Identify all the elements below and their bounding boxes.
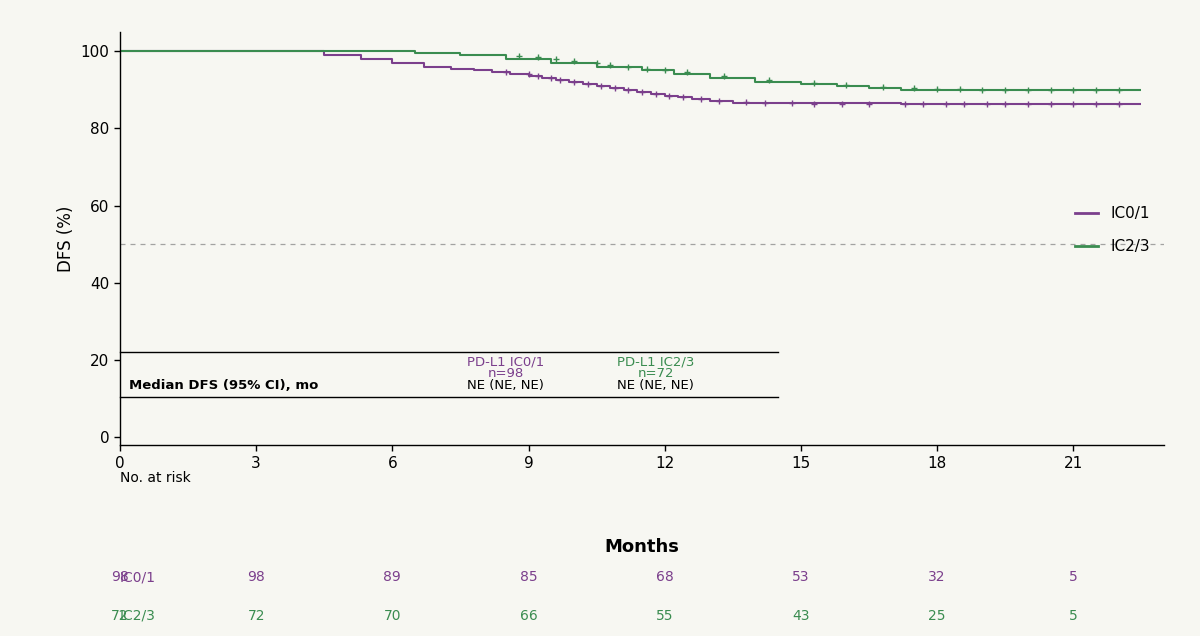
Text: 53: 53 xyxy=(792,570,810,584)
Text: 32: 32 xyxy=(929,570,946,584)
Text: 89: 89 xyxy=(384,570,401,584)
Text: 98: 98 xyxy=(247,570,265,584)
Text: 5: 5 xyxy=(1069,609,1078,623)
Text: NE (NE, NE): NE (NE, NE) xyxy=(617,379,694,392)
Text: n=72: n=72 xyxy=(637,367,674,380)
Y-axis label: DFS (%): DFS (%) xyxy=(58,205,76,272)
Text: NE (NE, NE): NE (NE, NE) xyxy=(467,379,545,392)
Text: 43: 43 xyxy=(792,609,810,623)
Legend: IC0/1, IC2/3: IC0/1, IC2/3 xyxy=(1069,200,1157,261)
Text: 72: 72 xyxy=(247,609,265,623)
Text: 98: 98 xyxy=(112,570,128,584)
Text: PD-L1 IC2/3: PD-L1 IC2/3 xyxy=(617,356,695,369)
Text: n=98: n=98 xyxy=(487,367,524,380)
Text: 68: 68 xyxy=(656,570,673,584)
Text: 55: 55 xyxy=(656,609,673,623)
Text: 70: 70 xyxy=(384,609,401,623)
Text: 5: 5 xyxy=(1069,570,1078,584)
Text: 66: 66 xyxy=(520,609,538,623)
Text: 72: 72 xyxy=(112,609,128,623)
Text: 85: 85 xyxy=(520,570,538,584)
Text: IC2/3: IC2/3 xyxy=(120,609,156,623)
Text: No. at risk: No. at risk xyxy=(120,471,191,485)
Text: 25: 25 xyxy=(929,609,946,623)
Text: Median DFS (95% CI), mo: Median DFS (95% CI), mo xyxy=(130,379,318,392)
Text: Months: Months xyxy=(605,538,679,556)
Text: IC0/1: IC0/1 xyxy=(120,570,156,584)
Text: PD-L1 IC0/1: PD-L1 IC0/1 xyxy=(467,356,545,369)
